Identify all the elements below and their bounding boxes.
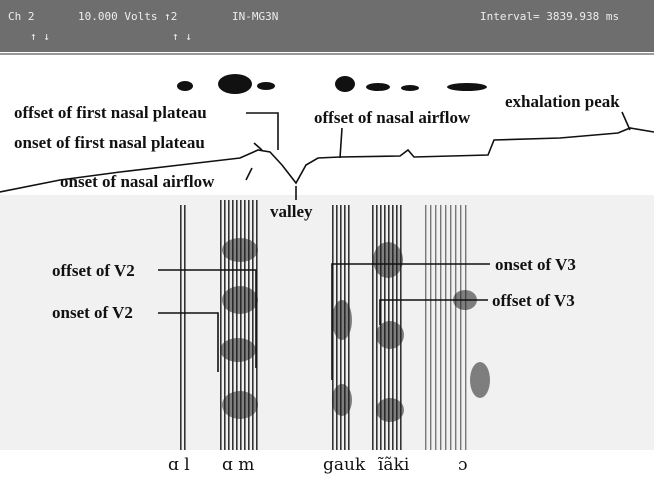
annotation: onset of nasal airflow xyxy=(60,172,215,191)
annotation: exhalation peak xyxy=(505,92,620,111)
channel: Ch 2 xyxy=(8,10,35,23)
segment-label: ɑ m xyxy=(222,455,254,475)
segment-label: ɑ l xyxy=(168,455,190,475)
scale: 10.000 Volts ↑2 xyxy=(78,10,177,23)
annotation: valley xyxy=(270,202,313,221)
markers: ↑ ↓ xyxy=(30,30,50,43)
annotation: onset of V2 xyxy=(52,303,133,322)
figure: Ch 2 10.000 Volts ↑2 IN-MG3N Interval= 3… xyxy=(0,0,654,490)
annotation: onset of V3 xyxy=(495,255,576,274)
segment-label: ĩãki xyxy=(377,455,410,475)
segment-label: gauk xyxy=(323,455,366,475)
annotation: offset of V3 xyxy=(492,291,575,310)
spectrogram xyxy=(0,195,654,450)
annotation: offset of V2 xyxy=(52,261,135,280)
header-bar xyxy=(0,0,654,52)
file: IN-MG3N xyxy=(232,10,278,23)
markers: ↑ ↓ xyxy=(172,30,192,43)
annotation: onset of first nasal plateau xyxy=(14,133,205,152)
annotation: offset of nasal airflow xyxy=(314,108,471,127)
waveform xyxy=(177,74,487,94)
annotation: offset of first nasal plateau xyxy=(14,103,207,122)
spectrogram-bands xyxy=(178,200,490,450)
segment-label: ɔ xyxy=(458,455,468,475)
interval: Interval= 3839.938 ms xyxy=(480,10,619,23)
